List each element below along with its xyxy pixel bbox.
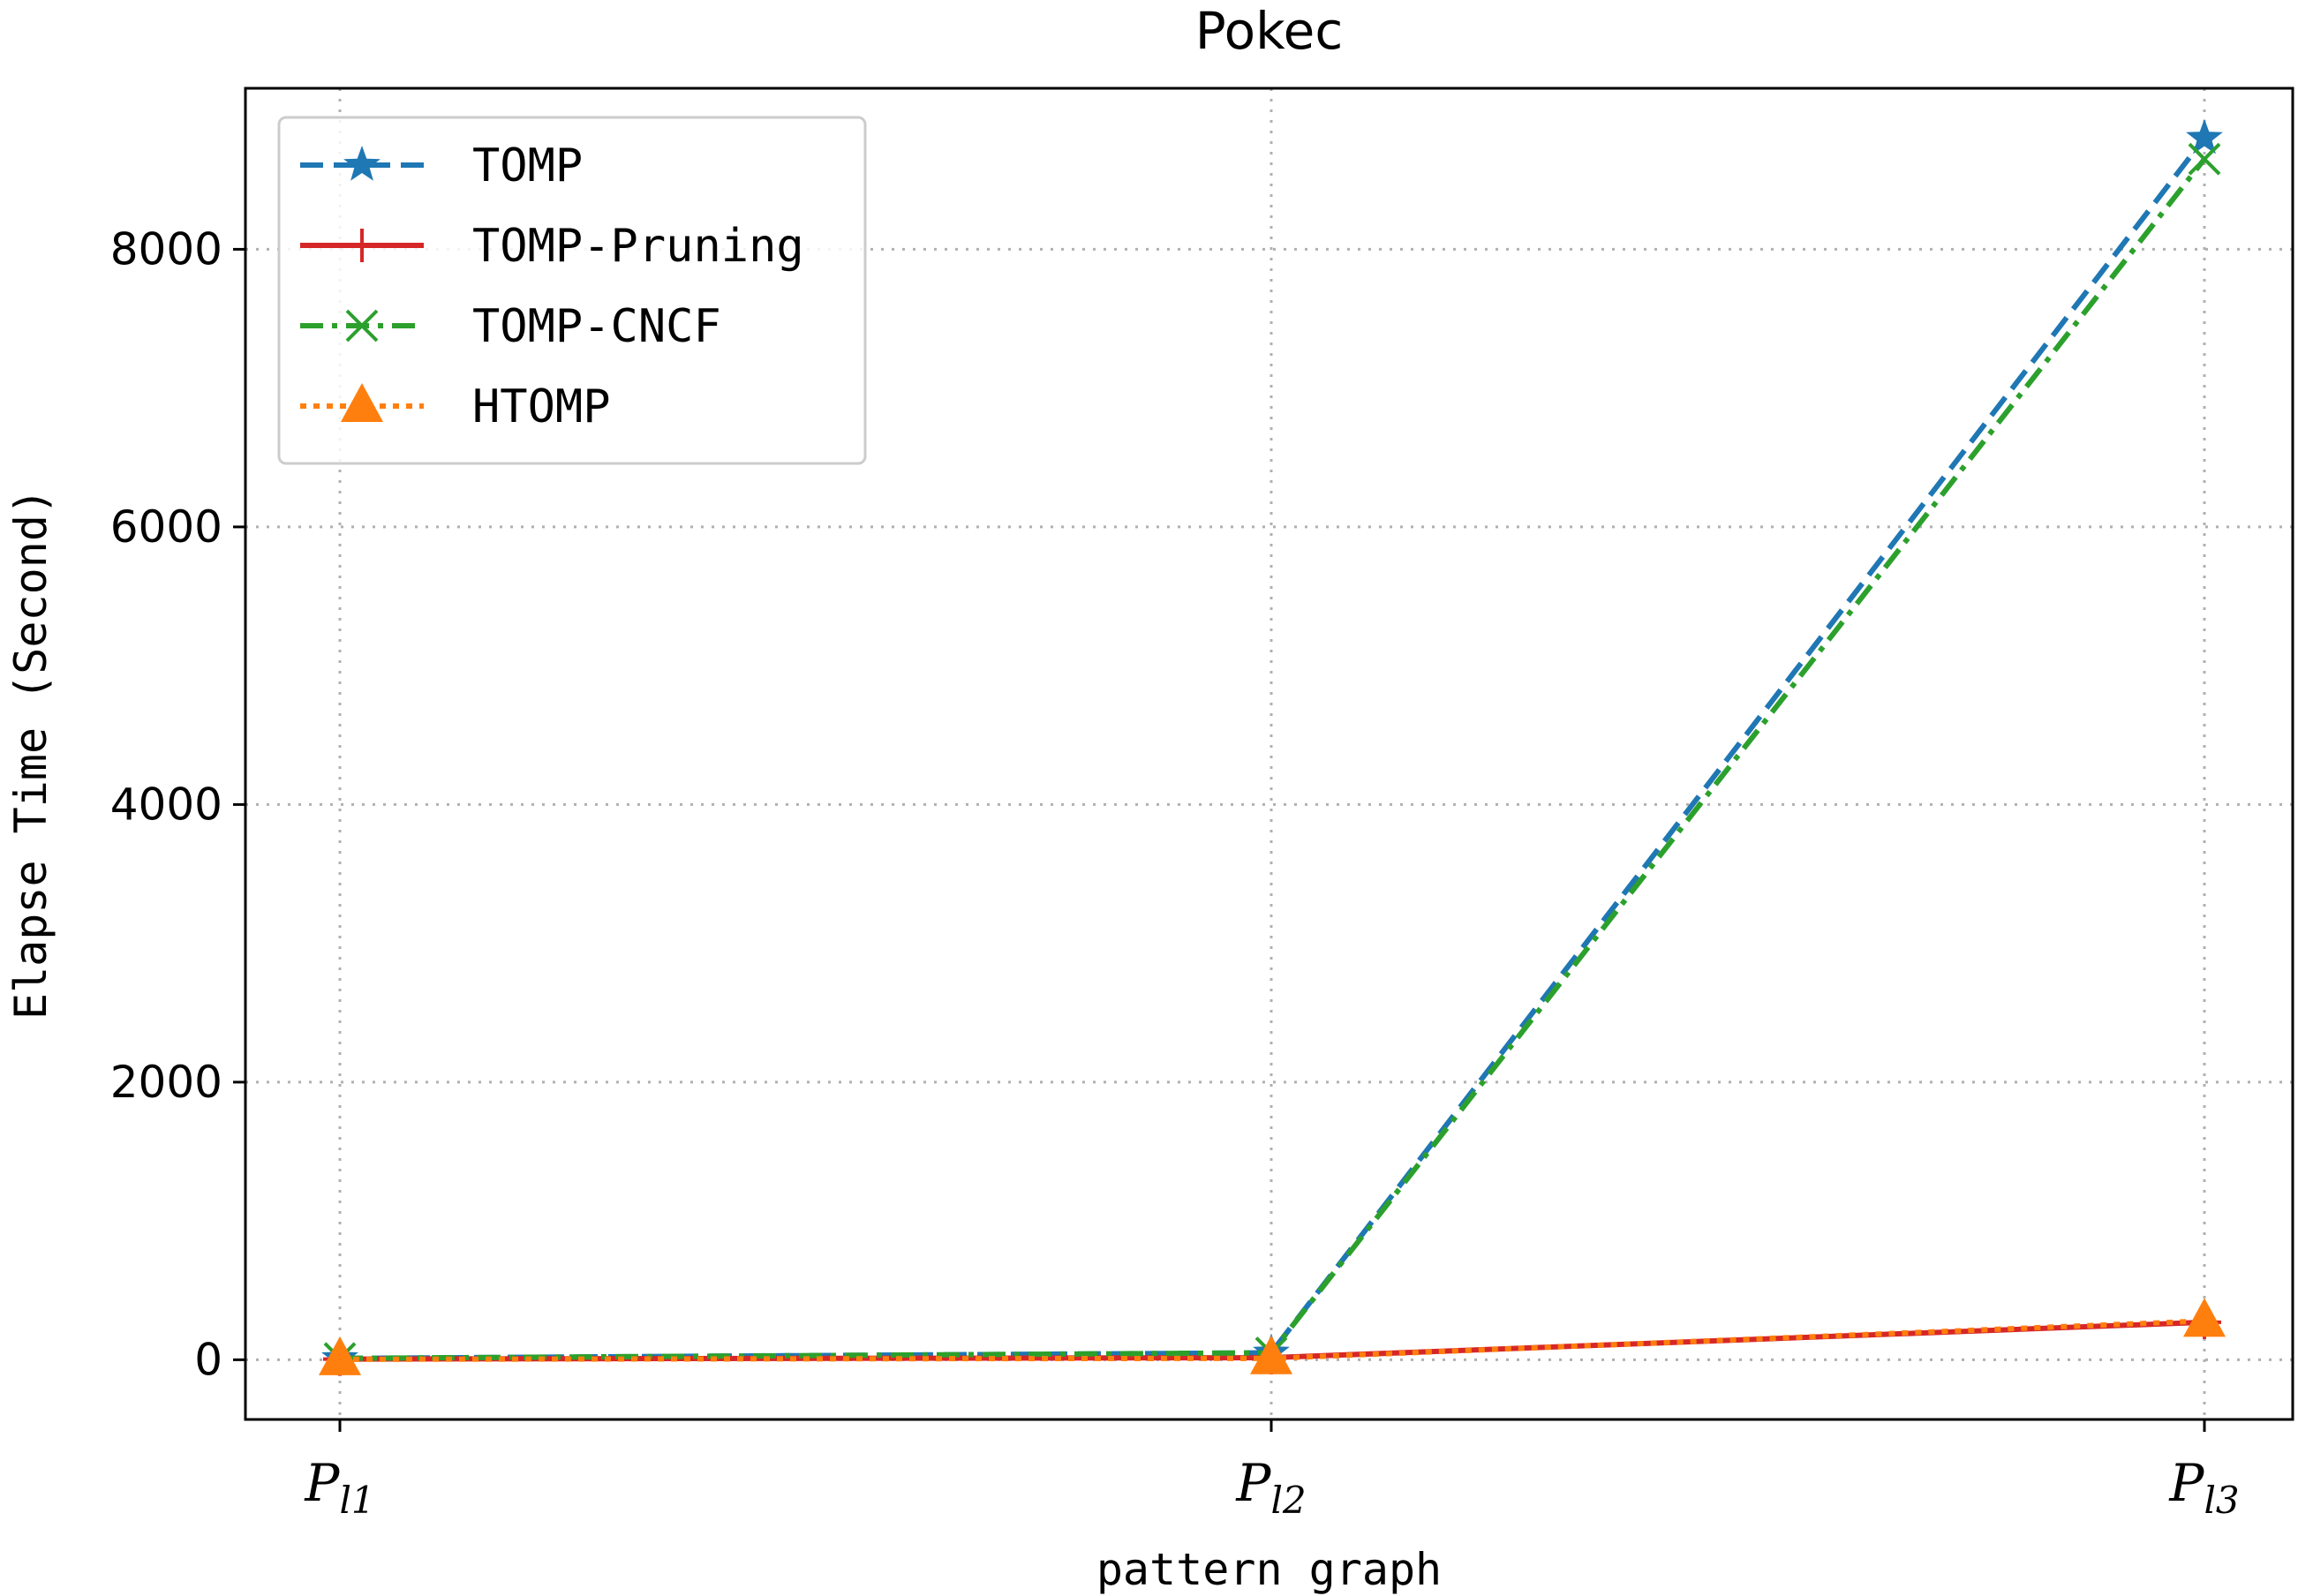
legend-marker-tomp-cncf xyxy=(345,309,379,343)
data-point-htomp xyxy=(1250,1335,1292,1374)
legend-entry-htomp: HTOMP xyxy=(300,380,611,433)
data-point-htomp xyxy=(2183,1298,2226,1337)
axis-ticks: 0 2000 4000 6000 8000 Pl1 Pl2 Pl3 xyxy=(110,223,2240,1522)
legend: TOMP TOMP-Pruning TOMP-CNCF HTOMP xyxy=(277,116,867,465)
data-point-htomp xyxy=(319,1336,361,1375)
y-tick-label: 8000 xyxy=(110,223,222,275)
data-point-tomp-cncf xyxy=(2188,142,2221,176)
legend-marker-htomp xyxy=(341,383,383,422)
y-tick-label: 4000 xyxy=(110,779,222,830)
data-point-tomp xyxy=(2186,118,2223,154)
legend-box xyxy=(277,116,867,465)
plot-frame xyxy=(244,87,2294,1421)
x-tick-label: Pl3 xyxy=(2168,1453,2239,1522)
series-layer xyxy=(319,118,2226,1376)
legend-marker-tomp xyxy=(343,146,380,181)
legend-entry-tomp: TOMP xyxy=(300,139,583,192)
x-axis-label: pattern graph xyxy=(1096,1544,1442,1595)
legend-label-htomp: HTOMP xyxy=(472,380,611,433)
x-tick-label: Pl2 xyxy=(1235,1453,1306,1522)
y-axis-label: Elapse Time (Second) xyxy=(5,488,57,1020)
legend-entry-tomp-cncf: TOMP-CNCF xyxy=(300,300,721,353)
legend-label-tomp: TOMP xyxy=(472,139,583,192)
y-tick-label: 2000 xyxy=(110,1057,222,1108)
legend-entry-tomp-pruning: TOMP-Pruning xyxy=(300,220,804,273)
chart-title: Pokec xyxy=(1195,1,1344,61)
legend-label-tomp-pruning: TOMP-Pruning xyxy=(472,220,804,273)
y-tick-label: 0 xyxy=(194,1334,222,1385)
series-htomp xyxy=(319,1298,2226,1375)
legend-marker-tomp-pruning xyxy=(345,229,379,262)
y-tick-label: 6000 xyxy=(110,501,222,553)
x-tick-label: Pl1 xyxy=(304,1453,374,1522)
legend-label-tomp-cncf: TOMP-CNCF xyxy=(472,300,721,353)
